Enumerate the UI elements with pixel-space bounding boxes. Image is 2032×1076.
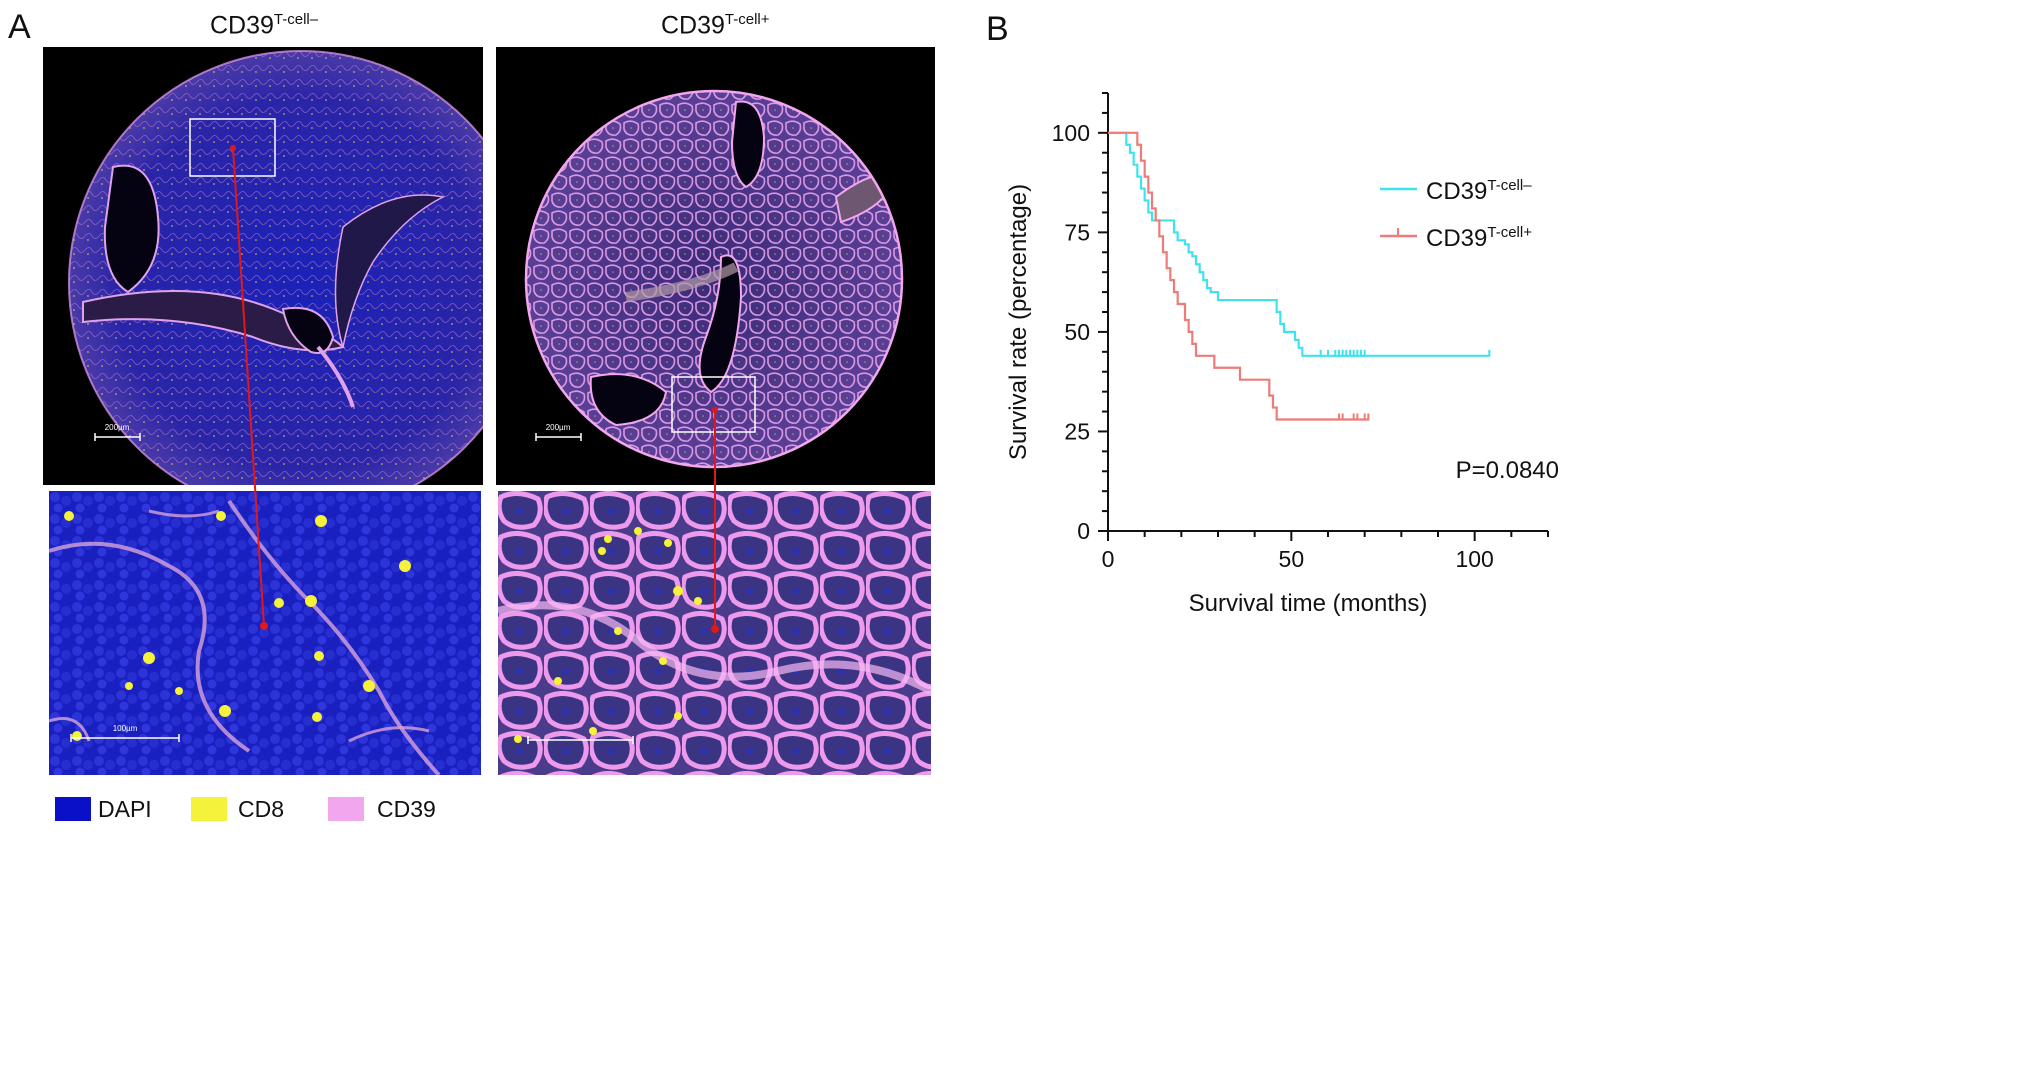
legend-cd39-swatch xyxy=(328,797,364,821)
legend-cd39-label: CD39 xyxy=(377,796,436,822)
positive-scale-bar-label: 200µm xyxy=(546,423,571,432)
negative-title-sup: T-cell– xyxy=(273,11,319,28)
survival-curve-positive xyxy=(1108,131,1369,421)
y-tick-label: 100 xyxy=(1052,120,1090,146)
legend-negative-sup: T-cell– xyxy=(1487,177,1532,194)
negative-column-title: CD39T-cell– xyxy=(210,12,318,38)
survival-curve-negative xyxy=(1108,131,1490,357)
panel-a-letter: A xyxy=(8,8,31,46)
x-tick-label: 100 xyxy=(1455,546,1493,572)
negative-tissue-core-image: 200µm xyxy=(43,47,483,485)
positive-title-sup: T-cell+ xyxy=(724,11,770,28)
negative-zoom-scale-bar-label: 100µm xyxy=(113,724,138,733)
positive-title-main: CD39 xyxy=(661,11,725,40)
negative-connector-line xyxy=(232,147,265,627)
p-value-annotation: P=0.0840 xyxy=(1456,457,1559,484)
legend-dapi-label: DAPI xyxy=(98,796,152,822)
legend-cd8-swatch xyxy=(191,797,227,821)
positive-zoom-region-box xyxy=(671,376,756,433)
y-tick-label: 75 xyxy=(1064,219,1090,245)
chart-series xyxy=(1108,131,1491,421)
negative-zoom-region-box xyxy=(189,118,276,177)
negative-zoom-image: 100µm xyxy=(49,491,481,775)
legend-positive-main: CD39 xyxy=(1426,225,1487,252)
legend-negative-main: CD39 xyxy=(1426,178,1487,205)
survival-chart: 0 50 100 0 25 50 75 100 Survival rate (percenta… xyxy=(1005,92,1559,617)
positive-core-svg: 200µm xyxy=(524,89,904,469)
y-axis-label: Survival rate (percentage) xyxy=(1005,184,1032,460)
legend-cd8-label: CD8 xyxy=(238,796,285,822)
legend-dapi-swatch xyxy=(55,797,91,821)
chart-axes: 0 50 100 0 25 50 75 100 xyxy=(1052,92,1549,572)
x-axis-label: Survival time (months) xyxy=(1189,590,1428,617)
panel-b-letter: B xyxy=(986,10,1009,48)
x-tick-label: 50 xyxy=(1279,546,1305,572)
zoom-connector-lines xyxy=(230,145,719,633)
negative-core-svg: 200µm xyxy=(68,50,483,485)
legend-positive-sup: T-cell+ xyxy=(1487,224,1532,241)
y-tick-label: 0 xyxy=(1077,518,1090,544)
negative-title-main: CD39 xyxy=(210,11,274,40)
positive-column-title: CD39T-cell+ xyxy=(661,12,770,38)
negative-scale-bar-label: 200µm xyxy=(105,423,130,432)
y-tick-label: 25 xyxy=(1064,418,1090,444)
legend-positive-label: CD39T-cell+ xyxy=(1426,224,1532,252)
legend-negative-label: CD39T-cell– xyxy=(1426,177,1532,205)
y-tick-label: 50 xyxy=(1064,319,1090,345)
x-tick-label: 0 xyxy=(1102,546,1115,572)
positive-tissue-core-image: 200µm xyxy=(496,47,935,485)
negative-zoom-svg: 100µm xyxy=(49,491,481,775)
